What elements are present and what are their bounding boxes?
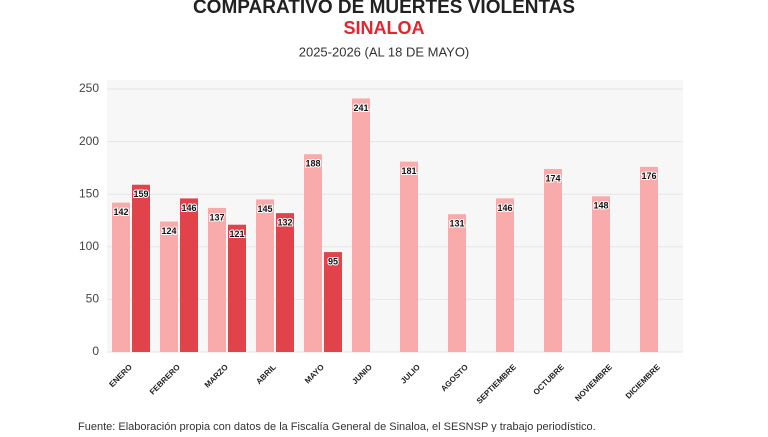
value-label: 142 xyxy=(113,207,128,217)
y-tick-label: 0 xyxy=(92,344,99,358)
chart-note: 2025-2026 (AL 18 DE MAYO) xyxy=(299,44,470,59)
x-tick-label: FEBRERO xyxy=(148,363,182,397)
chart-subtitle: SINALOA xyxy=(344,18,425,38)
value-label: 181 xyxy=(401,166,416,176)
value-label: 137 xyxy=(209,212,224,222)
bar xyxy=(496,198,514,352)
bar xyxy=(400,161,418,352)
value-label: 188 xyxy=(305,159,320,169)
x-tick-label: MAYO xyxy=(303,363,326,386)
bar xyxy=(132,184,150,352)
y-tick-label: 200 xyxy=(79,134,99,148)
x-tick-label: OCTUBRE xyxy=(532,362,567,397)
value-label: 146 xyxy=(497,203,512,213)
bar xyxy=(256,199,274,352)
bar xyxy=(324,252,342,352)
x-tick-label: ABRIL xyxy=(254,362,278,386)
x-tick-label: ENERO xyxy=(107,363,133,389)
value-label: 174 xyxy=(545,173,560,183)
y-tick-label: 150 xyxy=(79,186,99,200)
bar xyxy=(228,224,246,352)
source-note: Fuente: Elaboración propia con datos de … xyxy=(78,421,596,432)
bar xyxy=(352,98,370,352)
bar xyxy=(160,221,178,352)
value-label: 132 xyxy=(277,218,292,228)
value-label: 124 xyxy=(161,226,176,236)
y-tick-label: 250 xyxy=(79,81,99,95)
chart-title: COMPARATIVO DE MUERTES VIOLENTAS xyxy=(193,0,575,18)
x-tick-label: JUNIO xyxy=(350,363,374,387)
value-label: 95 xyxy=(328,256,338,266)
bar xyxy=(640,166,658,352)
value-label: 159 xyxy=(133,189,148,199)
bar xyxy=(180,198,198,352)
value-label: 176 xyxy=(641,171,656,181)
plot-area xyxy=(107,80,683,352)
value-label: 131 xyxy=(449,219,464,229)
value-label: 148 xyxy=(593,201,608,211)
bar xyxy=(448,214,466,352)
bar xyxy=(592,196,610,352)
value-label: 146 xyxy=(181,203,196,213)
x-tick-label: DICIEMBRE xyxy=(624,362,663,401)
value-label: 121 xyxy=(229,229,244,239)
x-tick-label: MARZO xyxy=(203,363,230,390)
bar xyxy=(544,168,562,352)
value-label: 241 xyxy=(353,103,368,113)
x-tick-label: AGOSTO xyxy=(439,363,470,394)
value-label: 145 xyxy=(257,204,272,214)
y-tick-label: 100 xyxy=(79,239,99,253)
x-tick-label: JULIO xyxy=(399,363,422,386)
bar xyxy=(304,154,322,352)
x-tick-label: NOVIEMBRE xyxy=(573,362,614,403)
bar xyxy=(112,202,130,352)
bar xyxy=(276,213,294,352)
y-tick-label: 50 xyxy=(86,292,100,306)
x-tick-label: SEPTIEMBRE xyxy=(475,362,519,406)
bar xyxy=(208,207,226,352)
